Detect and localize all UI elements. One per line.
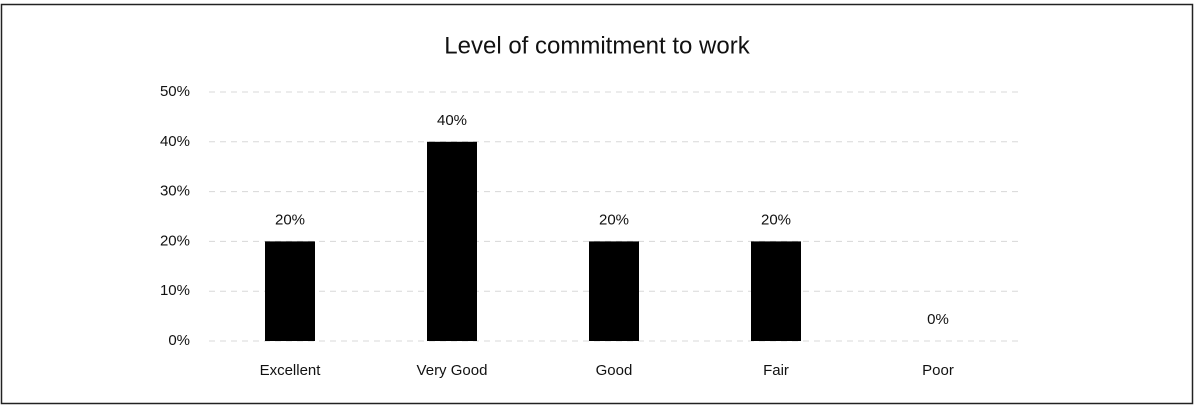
chart-title: Level of commitment to work	[444, 32, 750, 59]
x-tick-label: Poor	[922, 362, 954, 379]
bar	[589, 241, 639, 341]
y-tick-label: 0%	[168, 332, 190, 349]
x-tick-label: Good	[596, 362, 633, 379]
bar	[751, 241, 801, 341]
frame	[0, 3, 1194, 405]
x-tick-label: Very Good	[417, 362, 488, 379]
data-label: 20%	[599, 211, 629, 228]
x-tick-label: Excellent	[260, 362, 322, 379]
y-tick-label: 40%	[160, 133, 190, 150]
y-tick-label: 50%	[160, 83, 190, 100]
y-tick-label: 30%	[160, 183, 190, 200]
data-label: 20%	[761, 211, 791, 228]
bar	[265, 241, 315, 341]
data-label: 40%	[437, 112, 467, 129]
bar	[427, 141, 477, 341]
data-label: 20%	[275, 211, 305, 228]
data-label: 0%	[927, 311, 949, 328]
y-tick-label: 20%	[160, 232, 190, 249]
y-tick-label: 10%	[160, 282, 190, 299]
x-tick-label: Fair	[763, 362, 789, 379]
